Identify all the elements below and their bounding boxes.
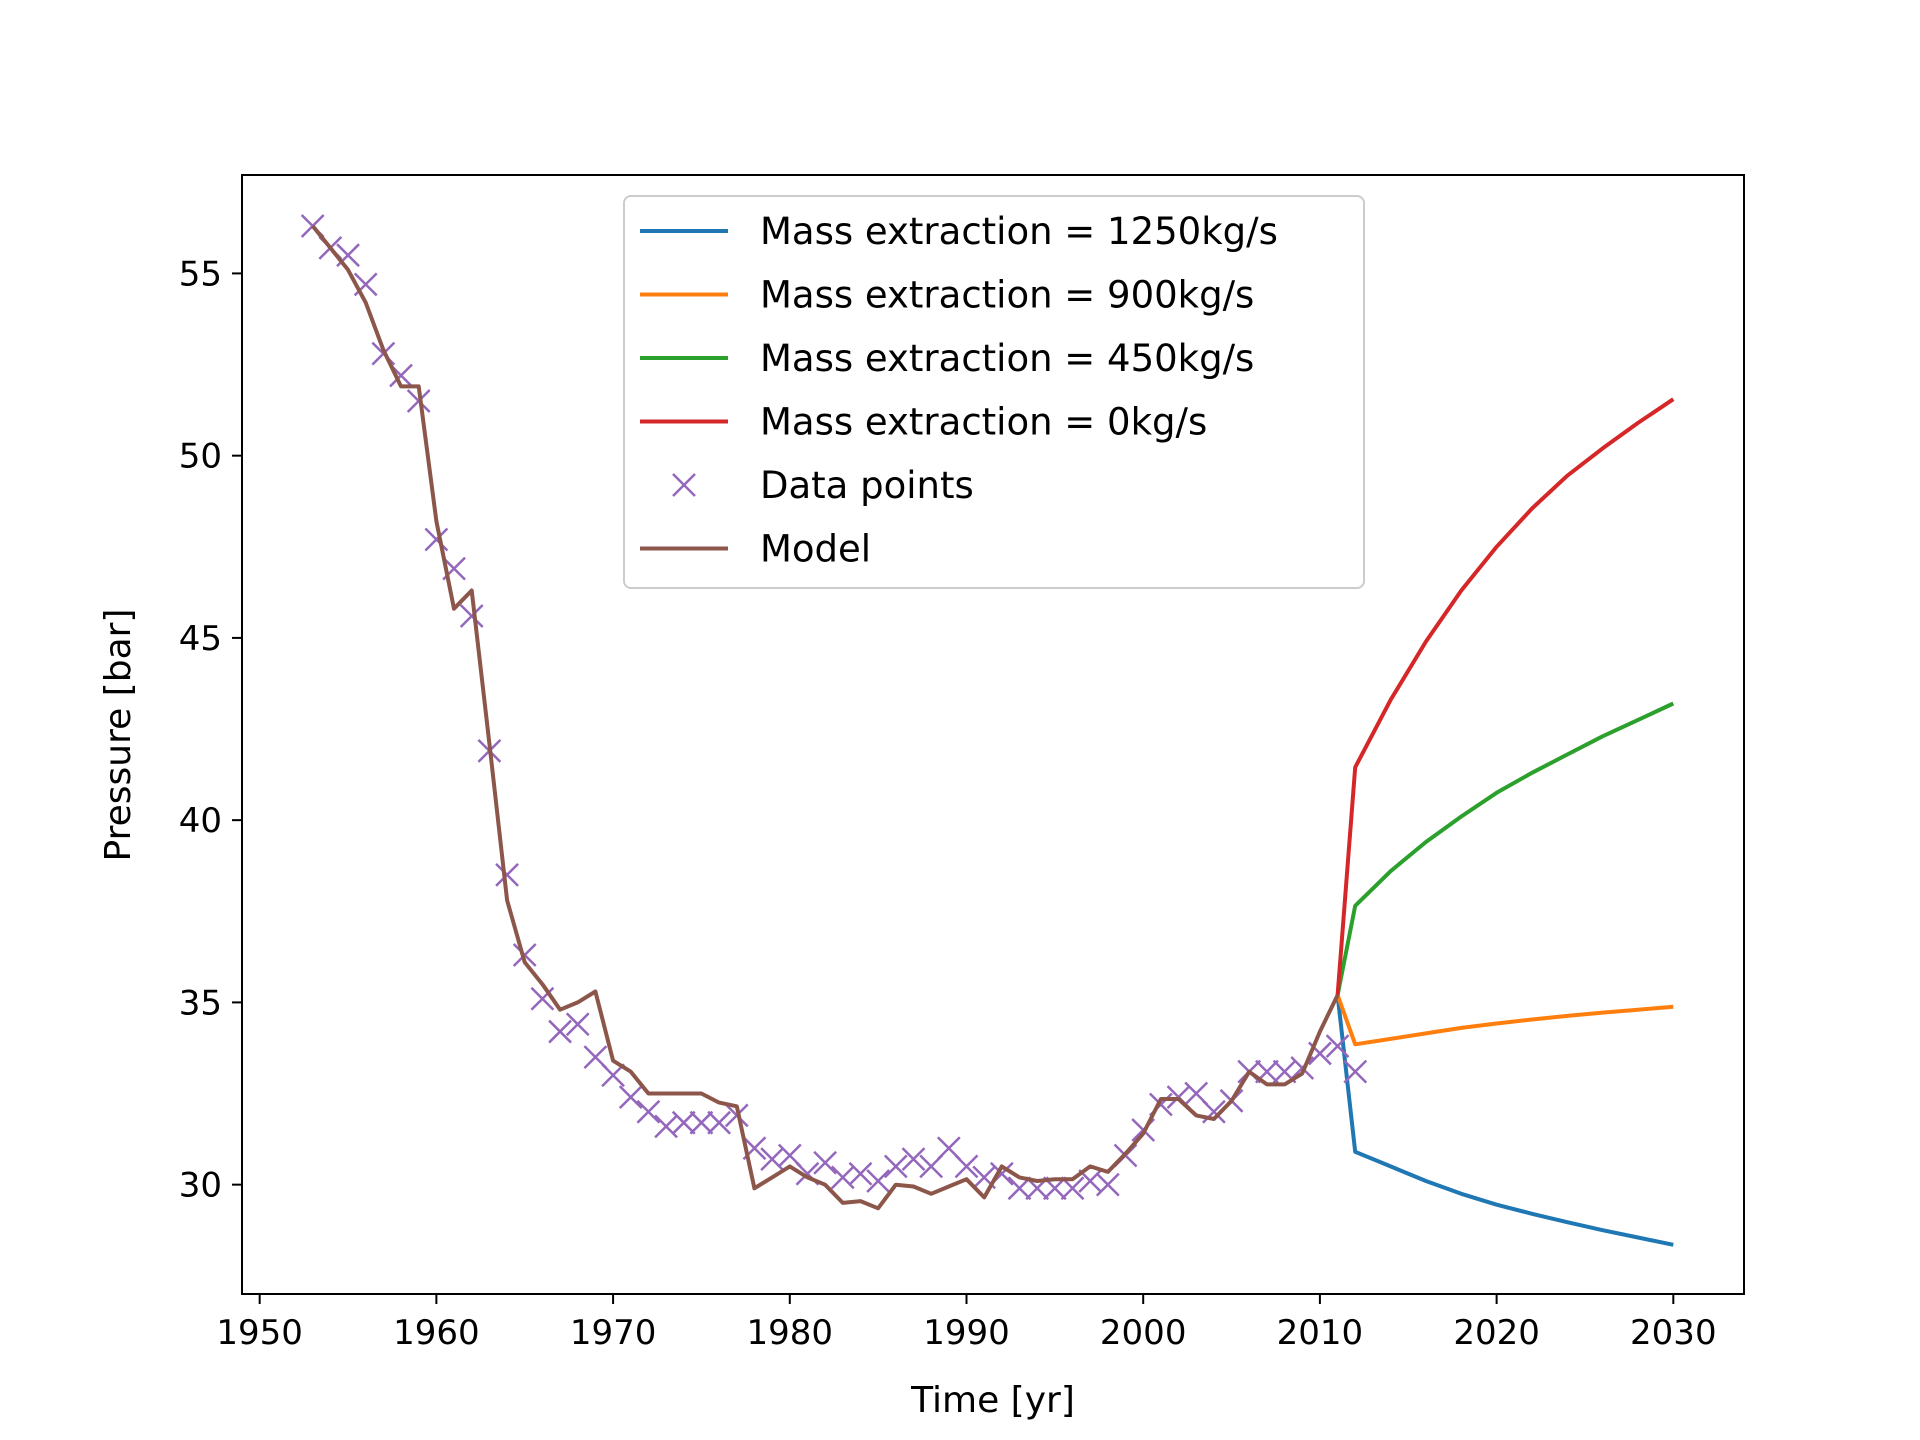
data-point-1984 [848, 1161, 873, 1186]
x-tick-label-1950: 1950 [216, 1313, 303, 1353]
series-line-mass-extraction-1250kg-s [1335, 994, 1674, 1247]
x-tick-label-1970: 1970 [570, 1313, 657, 1353]
data-point-1976 [707, 1110, 731, 1135]
data-point-2012 [1343, 1059, 1368, 1084]
legend-swatch-data-points [672, 473, 696, 497]
x-tick-label-2030: 2030 [1630, 1313, 1717, 1353]
x-tick-label-1990: 1990 [923, 1313, 1010, 1353]
x-tick-label-1980: 1980 [747, 1313, 834, 1353]
legend-label-mass-extraction-0kg-s: Mass extraction = 0kg/s [760, 401, 1207, 444]
y-tick-label-35: 35 [179, 983, 222, 1023]
y-tick-label-50: 50 [179, 437, 222, 477]
legend-label-model: Model [760, 528, 871, 571]
data-point-1974 [671, 1110, 696, 1135]
ticks-layer: 1950 1960 1970 1980 1990 2000 2010 2020 2030 30 35… [179, 254, 1717, 1353]
data-point-1964 [495, 862, 519, 887]
data-point-1998 [1095, 1172, 1120, 1197]
y-tick-label-30: 30 [179, 1166, 222, 1206]
data-point-1985 [866, 1169, 891, 1193]
data-point-2011 [1325, 1034, 1350, 1059]
data-point-1986 [883, 1154, 908, 1179]
data-point-1960 [424, 527, 449, 552]
legend-label-mass-extraction-450kg-s: Mass extraction = 450kg/s [760, 337, 1254, 380]
data-point-1970 [601, 1063, 625, 1088]
data-point-1990 [954, 1154, 979, 1179]
series-line-model [311, 224, 1340, 1211]
x-tick-label-2020: 2020 [1453, 1313, 1540, 1353]
data-point-1971 [618, 1085, 643, 1110]
x-tick-label-2000: 2000 [1100, 1313, 1187, 1353]
x-axis-label: Time [yr] [910, 1380, 1075, 1421]
data-point-1968 [565, 1012, 590, 1037]
data-point-1967 [548, 1019, 572, 1044]
series-line-mass-extraction-900kg-s [1335, 994, 1674, 1047]
data-point-1975 [689, 1110, 714, 1135]
legend: Mass extraction = 1250kg/s Mass extractio… [623, 195, 1365, 589]
legend-label-mass-extraction-900kg-s: Mass extraction = 900kg/s [760, 274, 1254, 317]
legend-frame [623, 195, 1365, 589]
series-line-mass-extraction-450kg-s [1335, 701, 1675, 996]
data-point-1993 [1007, 1176, 1032, 1201]
data-point-1982 [813, 1150, 838, 1175]
data-point-1962 [459, 604, 484, 628]
data-point-1972 [636, 1099, 661, 1124]
y-tick-label-40: 40 [179, 801, 222, 841]
legend-label-data-points: Data points [760, 464, 974, 507]
y-axis-label: Pressure [bar] [98, 609, 139, 862]
plot-frame [241, 174, 1745, 1295]
data-point-1987 [901, 1147, 926, 1172]
legend-label-mass-extraction-1250kg-s: Mass extraction = 1250kg/s [760, 210, 1278, 253]
y-tick-label-55: 55 [179, 254, 222, 294]
x-tick-label-2010: 2010 [1277, 1313, 1364, 1353]
series-layer [300, 214, 1675, 1247]
y-tick-label-45: 45 [179, 619, 222, 659]
series-line-mass-extraction-0kg-s [1335, 397, 1675, 996]
data-point-1965 [512, 943, 537, 967]
x-tick-label-1960: 1960 [393, 1313, 480, 1353]
